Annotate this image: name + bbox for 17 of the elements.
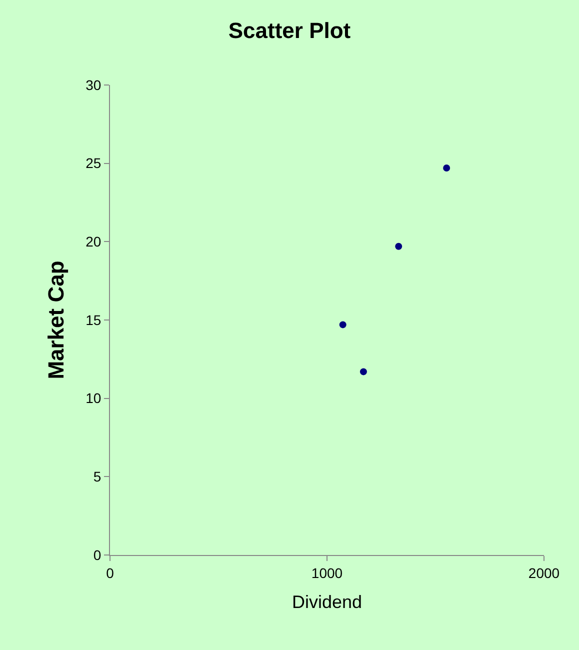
y-tick-label: 10: [86, 390, 102, 406]
y-tick-label: 5: [93, 468, 102, 485]
y-tick-label: 20: [86, 234, 102, 250]
y-axis-title: Market Cap: [43, 260, 68, 380]
chart-title: Scatter Plot: [228, 18, 352, 44]
point: [443, 164, 450, 172]
y-tick-label: 30: [86, 76, 102, 93]
y-tick-label: 15: [86, 312, 102, 328]
x-tick-label: 1000: [311, 564, 343, 581]
point: [360, 368, 367, 376]
y-tick-label: 25: [86, 155, 102, 172]
point: [395, 242, 402, 250]
point: [339, 321, 346, 328]
x-tick-label: 0: [106, 564, 114, 581]
x-axis-title: Dividend: [292, 592, 362, 612]
y-tick-label: 0: [93, 546, 102, 563]
x-tick-label: 2000: [528, 564, 560, 581]
